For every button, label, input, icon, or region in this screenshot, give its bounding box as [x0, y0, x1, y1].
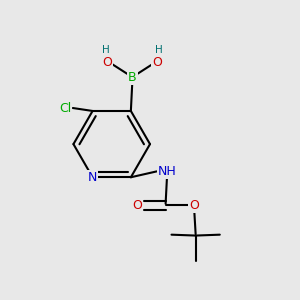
Text: H: H: [155, 45, 163, 55]
Text: N: N: [88, 171, 97, 184]
Text: Cl: Cl: [59, 101, 71, 115]
Text: O: O: [152, 56, 162, 69]
Text: B: B: [128, 70, 136, 84]
Text: H: H: [102, 45, 110, 55]
Text: O: O: [189, 199, 199, 212]
Text: NH: NH: [158, 165, 176, 178]
Text: O: O: [132, 199, 142, 212]
Text: O: O: [102, 56, 112, 69]
